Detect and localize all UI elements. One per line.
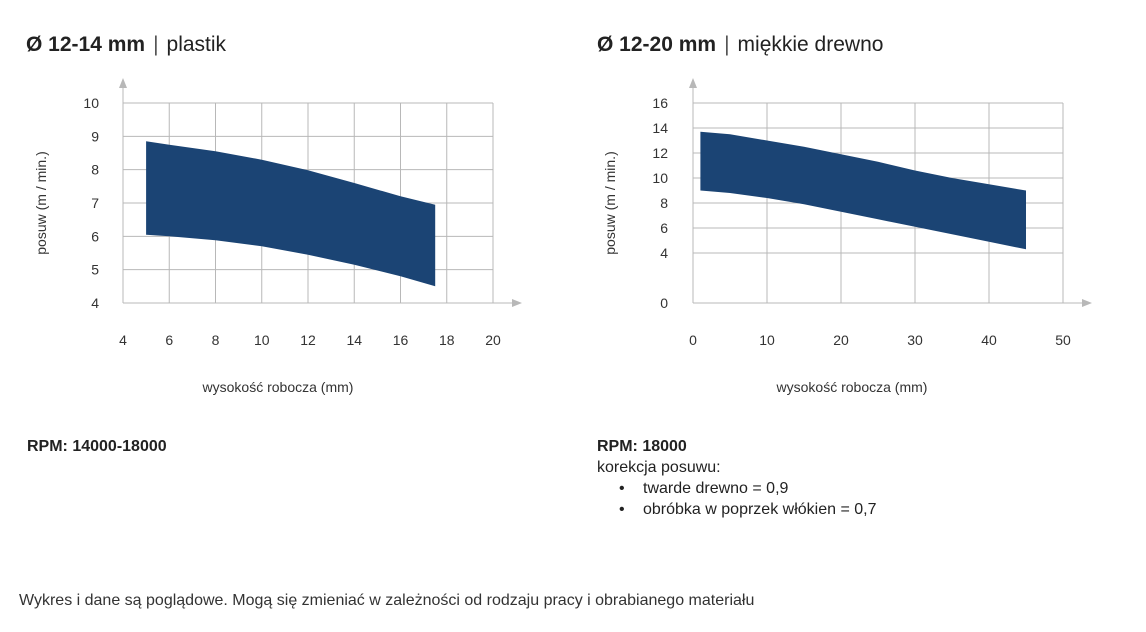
chart-2-title-diameter: Ø 12-20 mm xyxy=(597,33,717,56)
chart-1-title-diameter: Ø 12-14 mm xyxy=(26,33,146,56)
info-left: RPM: 14000-18000 xyxy=(27,436,167,457)
chart-2-x-tick-label: 50 xyxy=(1055,332,1071,348)
chart-2-y-tick-label: 16 xyxy=(652,95,668,111)
chart-1-y-axis-label: posuw (m / min.) xyxy=(33,151,49,254)
chart-1-x-tick-label: 14 xyxy=(346,332,362,348)
chart-2-y-tick-label: 8 xyxy=(660,195,668,211)
info-right: RPM: 18000 korekcja posuwu: twarde drewn… xyxy=(597,436,876,520)
chart-2-x-tick-label: 0 xyxy=(689,332,697,348)
chart-2-y-axis-label: posuw (m / min.) xyxy=(602,151,618,254)
chart-2-y-tick-label: 10 xyxy=(652,170,668,186)
chart-1-x-tick-label: 10 xyxy=(254,332,270,348)
chart-2-title-material: miękkie drewno xyxy=(737,33,884,56)
rpm-left: RPM: 14000-18000 xyxy=(27,438,167,455)
correction-label: korekcja posuwu: xyxy=(597,459,721,476)
chart-1-x-tick-label: 4 xyxy=(119,332,127,348)
footer-disclaimer: Wykres i dane są poglądowe. Mogą się zmi… xyxy=(19,592,755,609)
chart-2-title-separator: | xyxy=(724,33,730,56)
chart-1-title-separator: | xyxy=(153,33,159,56)
chart-1-x-tick-label: 6 xyxy=(165,332,173,348)
chart-2-x-axis-label: wysokość robocza (mm) xyxy=(776,379,928,395)
chart-2-feed-range-band xyxy=(700,131,1026,250)
chart-2-x-tick-label: 10 xyxy=(759,332,775,348)
chart-1-x-tick-label: 20 xyxy=(485,332,501,348)
chart-2-y-axis-arrow-icon xyxy=(689,78,697,88)
chart-2-x-axis-arrow-icon xyxy=(1082,299,1092,307)
chart-1-x-tick-label: 8 xyxy=(212,332,220,348)
chart-2-y-tick-label: 12 xyxy=(652,145,668,161)
chart-2-y-tick-label: 4 xyxy=(660,245,668,261)
chart-2-x-tick-label: 20 xyxy=(833,332,849,348)
chart-2-y-tick-label: 0 xyxy=(660,295,668,311)
chart-1-x-axis-arrow-icon xyxy=(512,299,522,307)
chart-1-y-tick-label: 4 xyxy=(91,295,99,311)
chart-1-x-tick-label: 18 xyxy=(439,332,455,348)
chart-1-y-tick-label: 7 xyxy=(91,195,99,211)
correction-item: twarde drewno = 0,9 xyxy=(619,478,876,499)
chart-1-x-tick-label: 12 xyxy=(300,332,316,348)
rpm-right: RPM: 18000 xyxy=(597,438,687,455)
chart-1-x-axis-label: wysokość robocza (mm) xyxy=(202,379,354,395)
chart-1-title: Ø 12-14 mm | plastik xyxy=(26,33,226,57)
chart-1-y-tick-label: 9 xyxy=(91,128,99,144)
chart-2-x-tick-label: 30 xyxy=(907,332,923,348)
chart-1-feed-range-band xyxy=(146,141,436,287)
chart-1-y-tick-label: 5 xyxy=(91,262,99,278)
chart-2-x-tick-label: 40 xyxy=(981,332,997,348)
chart-1-y-tick-label: 10 xyxy=(83,95,99,111)
correction-item: obróbka w poprzek włókien = 0,7 xyxy=(619,499,876,520)
correction-list: twarde drewno = 0,9 obróbka w poprzek wł… xyxy=(597,478,876,520)
chart-1-y-tick-label: 6 xyxy=(91,228,99,244)
chart-1-y-tick-label: 8 xyxy=(91,162,99,178)
chart-1-title-material: plastik xyxy=(166,33,227,56)
chart-2-y-tick-label: 14 xyxy=(652,120,668,136)
chart-2-y-tick-label: 6 xyxy=(660,220,668,236)
chart-2-title: Ø 12-20 mm | miękkie drewno xyxy=(597,33,883,57)
chart-1-x-tick-label: 16 xyxy=(393,332,409,348)
chart-1-y-axis-arrow-icon xyxy=(119,78,127,88)
